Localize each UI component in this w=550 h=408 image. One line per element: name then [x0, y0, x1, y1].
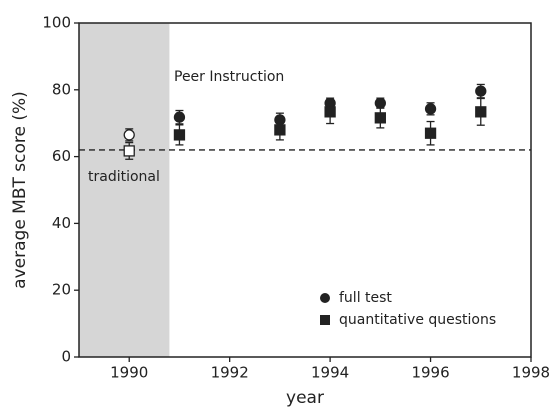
y-tick-label: 20: [52, 281, 71, 299]
data-point: [424, 127, 437, 139]
data-point: [374, 97, 386, 109]
data-point: [475, 85, 487, 97]
y-axis-label: average MBT score (%): [10, 91, 30, 289]
legend-label: full test: [339, 290, 392, 306]
plot-frame: [78, 22, 532, 358]
legend-marker: [320, 293, 330, 303]
data-point: [475, 106, 487, 118]
data-point: [123, 129, 135, 141]
annotation: traditional: [88, 169, 160, 185]
annotation: Peer Instruction: [174, 69, 284, 85]
data-point: [123, 145, 135, 157]
data-point: [173, 129, 186, 141]
x-tick-label: 1994: [311, 364, 349, 382]
y-tick-label: 80: [52, 80, 71, 98]
x-tick-label: 1992: [211, 364, 249, 382]
y-tick-label: 60: [52, 147, 71, 165]
legend-marker: [320, 315, 330, 325]
y-tick-label: 40: [52, 214, 71, 232]
x-axis-label: year: [286, 388, 324, 408]
data-point: [173, 111, 186, 123]
data-point: [274, 124, 286, 136]
x-tick-label: 1996: [411, 364, 449, 382]
legend-label: quantitative questions: [339, 312, 496, 328]
x-tick-label: 1998: [512, 364, 550, 382]
y-tick-label: 0: [61, 348, 71, 366]
x-tick-label: 1990: [110, 364, 148, 382]
data-point: [374, 112, 386, 124]
shaded-region: [79, 23, 170, 357]
data-point: [424, 103, 437, 115]
y-tick-label: 100: [42, 14, 71, 32]
data-point: [324, 106, 336, 118]
